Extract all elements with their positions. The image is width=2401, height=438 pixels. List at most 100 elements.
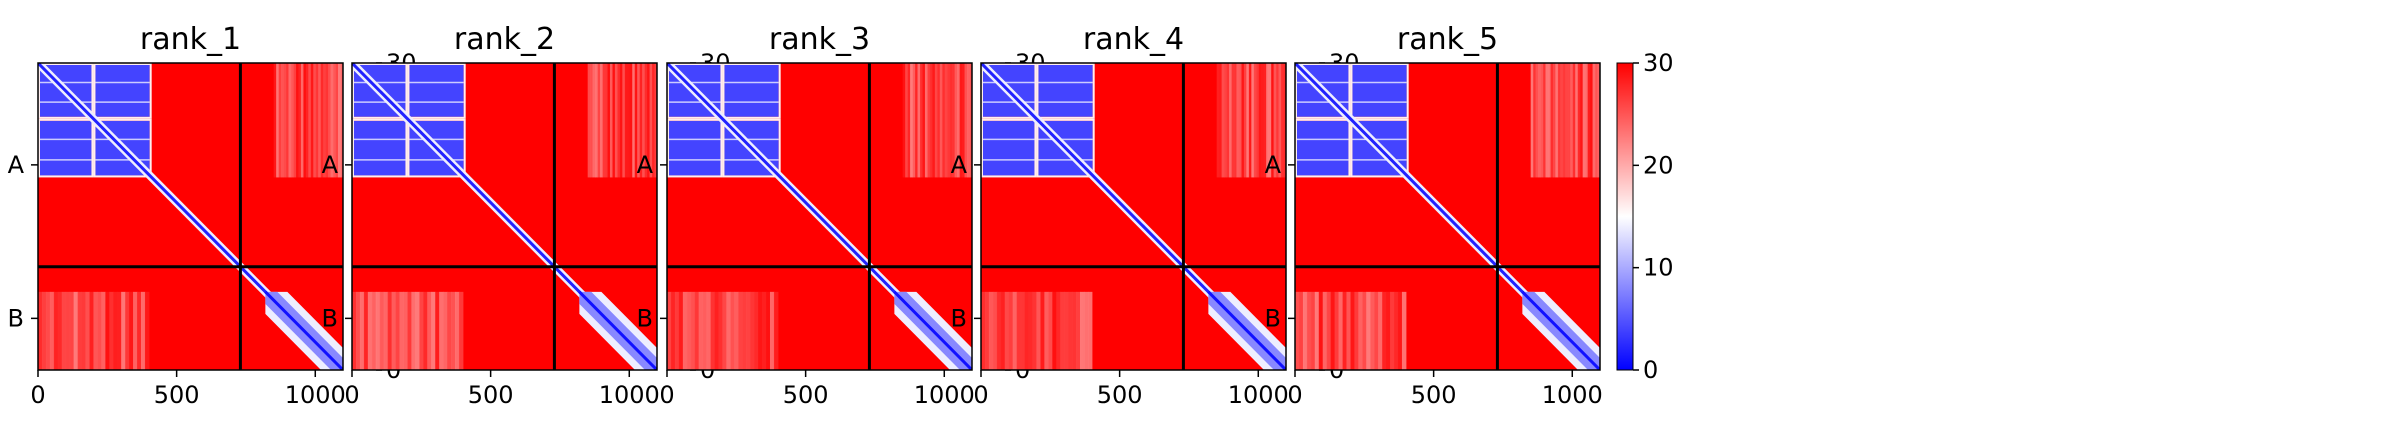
faded-stripe xyxy=(315,63,319,178)
block-fill xyxy=(1297,120,1349,176)
faded-stripe xyxy=(427,291,432,370)
faded-stripe xyxy=(758,291,763,370)
block-fill xyxy=(1352,65,1407,117)
block-edge xyxy=(407,63,466,119)
faded-stripe xyxy=(590,63,594,178)
y-tick-label: A xyxy=(1265,151,1282,179)
axes-frame xyxy=(37,62,344,371)
faded-stripe xyxy=(932,63,936,178)
faded-stripe xyxy=(298,63,302,178)
faded-stripe xyxy=(1362,291,1367,370)
domain-diagonal xyxy=(264,290,343,370)
faded-stripe xyxy=(1004,291,1010,370)
faded-stripe xyxy=(706,291,712,370)
faded-stripe xyxy=(1229,63,1233,178)
faded-stripe xyxy=(140,291,146,370)
faded-stripe xyxy=(45,291,51,370)
faded-stripe xyxy=(305,63,309,178)
faded-stripe xyxy=(1246,63,1250,178)
block-edge xyxy=(407,118,466,178)
faded-stripe xyxy=(944,63,948,178)
faded-stripe xyxy=(1253,63,1257,178)
faded-stripe xyxy=(710,291,716,370)
faded-stripe xyxy=(1048,291,1053,370)
faded-stripe xyxy=(624,63,628,178)
faded-stripe xyxy=(718,291,723,370)
faded-stripe xyxy=(1342,291,1347,370)
faded-stripe xyxy=(1592,63,1596,178)
faded-stripe xyxy=(1258,63,1262,178)
faded-stripe xyxy=(614,63,618,178)
faded-stripe xyxy=(383,291,389,370)
faded-stripe xyxy=(308,63,312,178)
faded-stripe xyxy=(1548,63,1551,178)
heatmap-panel-4: rank_405001000AB0102030 xyxy=(951,22,1360,409)
faded-stripe xyxy=(281,63,285,178)
faded-stripe xyxy=(411,291,416,370)
faded-stripe xyxy=(927,63,931,178)
heatmap-panel-3: rank_305001000AB0102030 xyxy=(637,22,1046,409)
faded-stripe xyxy=(278,63,282,178)
block-edge xyxy=(38,63,94,119)
faded-stripe xyxy=(996,291,1002,370)
faded-stripe xyxy=(619,63,623,178)
y-tick-label: A xyxy=(8,151,25,179)
faded-stripe xyxy=(454,291,460,370)
faded-stripe xyxy=(431,291,436,370)
x-tick-label: 0 xyxy=(1287,381,1302,409)
faded-stripe xyxy=(773,291,779,370)
block-edge xyxy=(93,118,152,178)
faded-stripe xyxy=(1582,63,1586,178)
block-fill xyxy=(409,65,464,117)
faded-stripe xyxy=(286,63,290,178)
y-tick-label: A xyxy=(951,151,968,179)
block-edge xyxy=(352,118,408,178)
block-edge xyxy=(1036,118,1095,178)
faded-stripe xyxy=(964,63,968,178)
faded-stripe xyxy=(1374,291,1379,370)
faded-stripe xyxy=(69,291,75,370)
faded-stripe xyxy=(1572,63,1576,178)
low-value-block xyxy=(93,63,152,119)
heatmap-cells xyxy=(352,63,657,370)
faded-stripe xyxy=(49,291,55,370)
faded-stripe xyxy=(1555,63,1559,178)
faded-stripe xyxy=(632,63,636,178)
faded-stripe xyxy=(443,291,448,370)
faded-stripe xyxy=(1273,63,1277,178)
faded-stripe xyxy=(726,291,731,370)
faded-stripe xyxy=(273,63,277,178)
faded-stripe xyxy=(1318,291,1324,370)
faded-region xyxy=(902,63,972,178)
faded-stripe xyxy=(742,291,747,370)
faded-stripe xyxy=(53,291,59,370)
colorbar-tick-label: 10 xyxy=(1643,254,1674,282)
faded-stripe xyxy=(649,63,653,178)
block-edge xyxy=(352,63,408,119)
faded-stripe xyxy=(1577,63,1581,178)
low-value-block xyxy=(352,118,408,178)
faded-stripe xyxy=(1326,291,1332,370)
faded-stripe xyxy=(399,291,404,370)
faded-stripe xyxy=(133,291,138,370)
faded-stripe xyxy=(291,63,294,178)
faded-stripe xyxy=(694,291,700,370)
faded-stripe xyxy=(1560,63,1564,178)
faded-stripe xyxy=(754,291,759,370)
faded-stripe xyxy=(1281,63,1285,178)
faded-stripe xyxy=(328,63,332,178)
faded-stripe xyxy=(734,291,739,370)
faded-stripe xyxy=(38,291,43,370)
faded-stripe xyxy=(330,63,334,178)
block-edge xyxy=(1350,118,1409,178)
faded-stripe xyxy=(702,291,708,370)
faded-stripe xyxy=(97,291,102,370)
faded-stripe xyxy=(1238,63,1242,178)
faded-stripe xyxy=(981,291,986,370)
faded-stripe xyxy=(1298,291,1304,370)
faded-region xyxy=(1295,291,1407,370)
faded-stripe xyxy=(1580,63,1584,178)
x-tick-label: 1000 xyxy=(914,381,975,409)
faded-region xyxy=(38,291,150,370)
faded-stripe xyxy=(929,63,933,178)
